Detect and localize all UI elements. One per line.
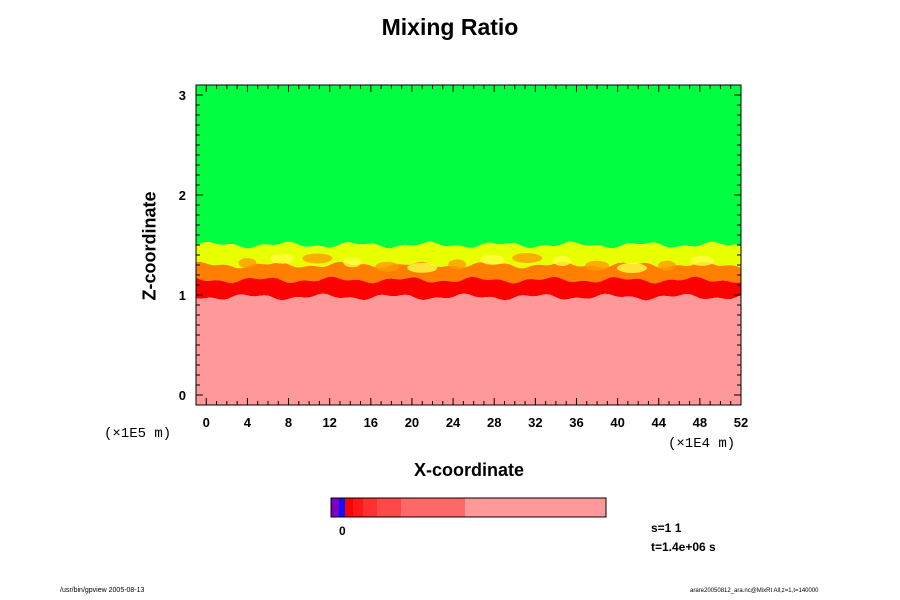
mixing-eddy [553, 255, 572, 266]
x-scale-label: (×1E4 m) [668, 436, 736, 452]
colorbar-segment [363, 498, 377, 517]
colorbar [330, 497, 607, 518]
mixing-eddy [512, 253, 543, 264]
z-scale-label: (×1E5 m) [104, 426, 172, 442]
info-s: s=1 1 [651, 521, 682, 535]
colorbar-segment [345, 498, 353, 517]
y-tick-label: 0 [179, 388, 186, 403]
colorbar-segment [377, 498, 401, 517]
mixing-eddy [375, 261, 400, 272]
field-mixing-layer-yellow [196, 241, 741, 269]
x-tick-label: 24 [446, 415, 461, 430]
footer-right: arare20050812_ara.nc@MixRt All,z=1,t=140… [690, 588, 819, 594]
colorbar-segment [331, 498, 339, 517]
mixing-eddy [480, 254, 505, 265]
x-tick-label: 20 [405, 415, 419, 430]
footer-left: /usr/bin/gpview 2005-08-13 [60, 587, 145, 594]
x-tick-label: 44 [652, 415, 667, 430]
x-tick-label: 28 [487, 415, 501, 430]
field-upper [196, 85, 741, 249]
mixing-eddy [270, 253, 295, 264]
x-tick-label: 16 [364, 415, 378, 430]
mixing-eddy [689, 255, 714, 266]
x-tick-label: 52 [734, 415, 748, 430]
colorbar-tick-label: 0 [339, 524, 346, 538]
mixing-eddy [585, 260, 610, 271]
colorbar-segment [339, 498, 345, 517]
field-mixing-layer-red [196, 276, 741, 301]
colorbar-segment [465, 498, 606, 517]
x-tick-label: 32 [528, 415, 542, 430]
y-tick-label: 2 [179, 188, 186, 203]
info-t: t=1.4e+06 s [651, 540, 716, 554]
mixing-eddy [617, 262, 647, 273]
colorbar-segment [401, 498, 465, 517]
y-tick-label: 3 [179, 88, 186, 103]
x-tick-label: 0 [203, 415, 210, 430]
field-layer [196, 85, 741, 405]
x-tick-label: 48 [693, 415, 707, 430]
mixing-eddy [448, 259, 467, 270]
mixing-eddy [657, 260, 676, 271]
x-tick-label: 8 [285, 415, 292, 430]
x-tick-label: 36 [569, 415, 583, 430]
mixing-eddy [343, 257, 362, 268]
x-tick-label: 40 [610, 415, 624, 430]
field-mixing-layer-orange [196, 261, 741, 284]
x-tick-label: 4 [244, 415, 252, 430]
y-axis-label: Z-coordinate [139, 191, 160, 301]
colorbar-border [330, 497, 607, 518]
axis-ticks [196, 84, 742, 405]
mixing-eddy [238, 258, 257, 268]
x-axis-label: X-coordinate [413, 460, 524, 480]
mixing-eddy [407, 262, 438, 273]
x-tick-label: 12 [322, 415, 336, 430]
y-tick-label: 1 [179, 288, 186, 303]
chart-title: Mixing Ratio [381, 14, 519, 40]
mixing-eddy [302, 253, 333, 264]
field-lower [196, 293, 741, 405]
colorbar-segment [353, 498, 363, 517]
